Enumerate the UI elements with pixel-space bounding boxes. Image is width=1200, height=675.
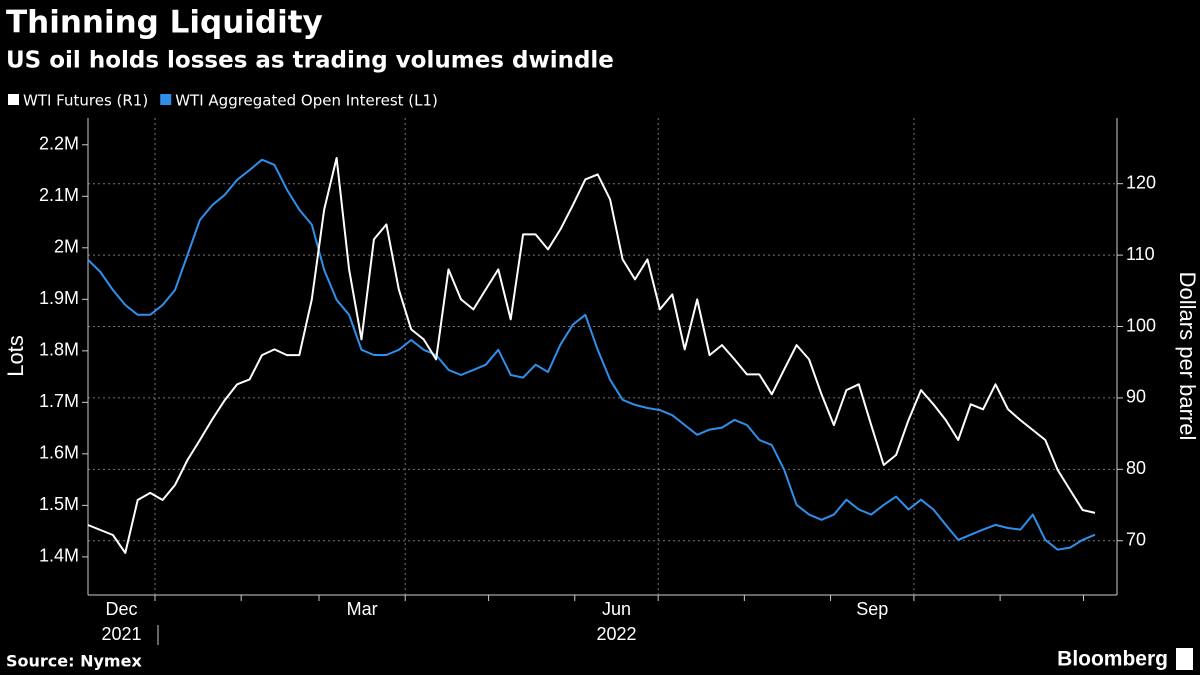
y-tick-label: 1.5M	[39, 494, 79, 514]
y2-tick-label: 100	[1126, 315, 1156, 335]
y-tick-label: 1.9M	[39, 288, 79, 308]
y2-tick-label: 110	[1126, 244, 1155, 264]
x-tick-label: Sep	[856, 599, 888, 619]
source: Source: Nymex	[6, 652, 142, 671]
x-tick-label: Dec	[105, 599, 137, 619]
chart-title: Thinning Liquidity	[6, 5, 323, 41]
series-line	[87, 158, 1096, 551]
y2-tick-label: 80	[1126, 458, 1146, 478]
x-tick-label: Jun	[602, 599, 631, 619]
series-line	[87, 157, 1096, 554]
y2-tick-label: 120	[1126, 172, 1156, 192]
year-label: 2021	[101, 624, 141, 644]
y2-axis-label: Dollars per barrel	[1175, 272, 1200, 441]
y2-tick-label: 70	[1126, 529, 1146, 549]
y-axis-label: Lots	[3, 335, 28, 377]
y-tick-label: 2M	[54, 237, 79, 257]
y2-tick-label: 90	[1126, 387, 1146, 407]
brand: Bloomberg	[1057, 648, 1168, 671]
legend-swatch	[160, 94, 172, 105]
y-tick-label: 1.8M	[39, 340, 79, 360]
legend-label: WTI Futures (R1)	[23, 92, 148, 110]
y-tick-label: 1.4M	[39, 546, 79, 566]
y-tick-label: 1.7M	[39, 391, 79, 411]
y-tick-label: 2.2M	[39, 134, 79, 154]
brand-icon	[1176, 648, 1193, 670]
legend-label: WTI Aggregated Open Interest (L1)	[175, 92, 438, 110]
legend-swatch	[8, 94, 19, 105]
x-tick-label: Mar	[347, 599, 378, 619]
chart-subtitle: US oil holds losses as trading volumes d…	[6, 48, 614, 74]
year-label: 2022	[596, 624, 636, 644]
y-tick-label: 1.6M	[39, 443, 79, 463]
y-tick-label: 2.1M	[39, 185, 79, 205]
